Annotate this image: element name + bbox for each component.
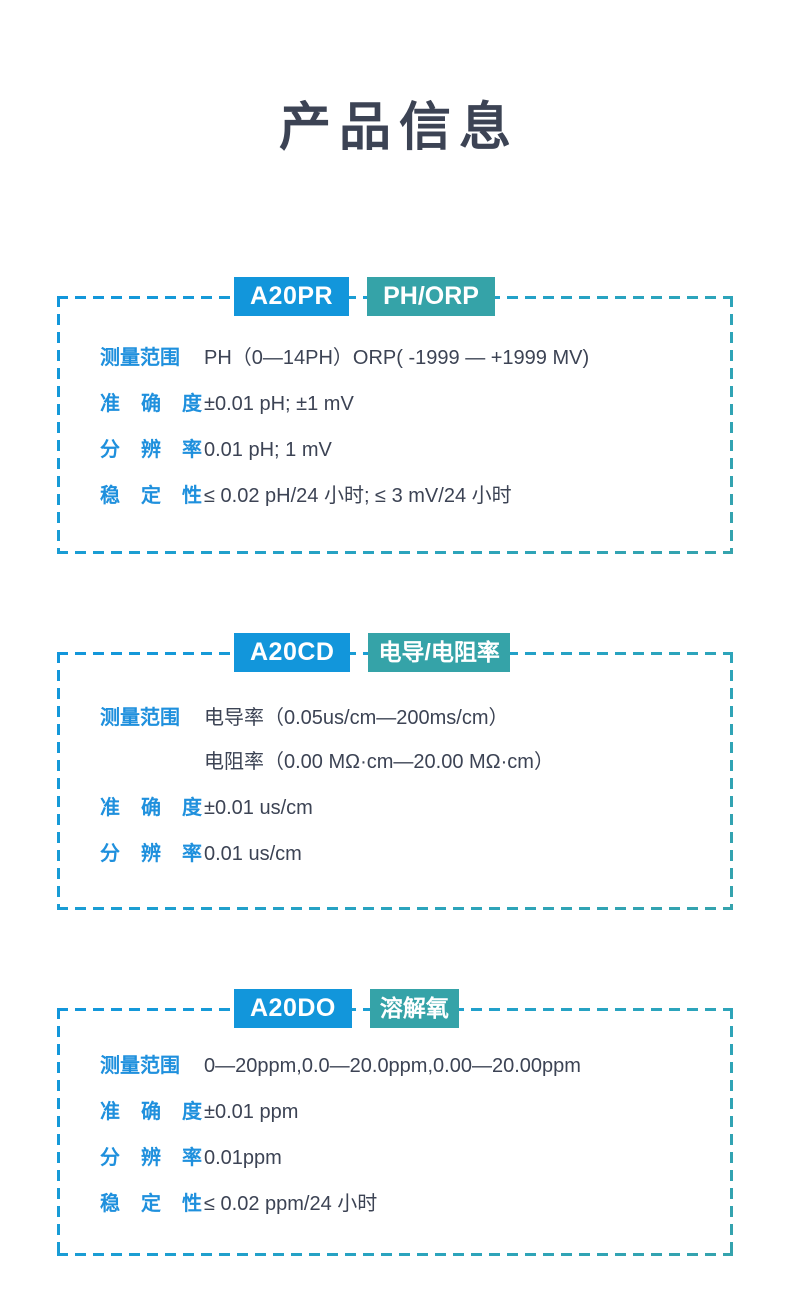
spec-value: 0.01 pH; 1 mV xyxy=(204,436,709,464)
spec-label: 准确度 xyxy=(100,797,202,819)
spec-row: 分辨率 0.01 pH; 1 mV xyxy=(100,436,709,464)
spec-value-line: ±0.01 us/cm xyxy=(204,797,313,819)
spec-value-line: ±0.01 pH; ±1 mV xyxy=(204,393,354,415)
spec-label: 稳定性 xyxy=(100,1193,202,1215)
spec-row: 测量范围 PH（0—14PH）ORP( -1999 — +1999 MV) xyxy=(100,344,709,372)
spec-label: 测量范围 xyxy=(100,1055,180,1077)
spec-value-line: ≤ 0.02 pH/24 小时; ≤ 3 mV/24 小时 xyxy=(204,485,512,507)
measurement-type-badge: PH/ORP xyxy=(367,277,495,316)
spec-value: 0—20ppm,0.0—20.0ppm,0.00—20.00ppm xyxy=(204,1052,709,1080)
card-badge-row: A20CD 电导/电阻率 xyxy=(234,633,510,672)
spec-value: 0.01 us/cm xyxy=(204,840,709,868)
model-badge: A20CD xyxy=(234,633,351,672)
spec-list: 测量范围 电导率（0.05us/cm—200ms/cm） 电阻率（0.00 MΩ… xyxy=(100,704,709,886)
spec-value-line: 0.01ppm xyxy=(204,1147,282,1169)
spec-row: 测量范围 0—20ppm,0.0—20.0ppm,0.00—20.00ppm xyxy=(100,1052,709,1080)
product-spec-card: A20PR PH/ORP 测量范围 PH（0—14PH）ORP( -1999 —… xyxy=(57,277,733,554)
spec-row: 分辨率 0.01ppm xyxy=(100,1144,709,1172)
spec-list: 测量范围 PH（0—14PH）ORP( -1999 — +1999 MV) 准确… xyxy=(100,344,709,528)
spec-value-line: 0.01 pH; 1 mV xyxy=(204,439,332,461)
spec-value: ±0.01 pH; ±1 mV xyxy=(204,390,709,418)
spec-value-line: ±0.01 ppm xyxy=(204,1101,299,1123)
spec-label: 测量范围 xyxy=(100,347,180,369)
spec-row: 分辨率 0.01 us/cm xyxy=(100,840,709,868)
spec-row: 准确度 ±0.01 pH; ±1 mV xyxy=(100,390,709,418)
page-title: 产品信息 xyxy=(278,99,519,157)
spec-value: ≤ 0.02 pH/24 小时; ≤ 3 mV/24 小时 xyxy=(204,482,709,510)
spec-value-line: PH（0—14PH）ORP( -1999 — +1999 MV) xyxy=(204,347,590,369)
spec-value: 电导率（0.05us/cm—200ms/cm） 电阻率（0.00 MΩ·cm—2… xyxy=(204,704,709,776)
spec-label: 稳定性 xyxy=(100,485,202,507)
spec-row: 准确度 ±0.01 us/cm xyxy=(100,794,709,822)
spec-value-line: 0—20ppm,0.0—20.0ppm,0.00—20.00ppm xyxy=(204,1055,581,1077)
card-badge-row: A20PR PH/ORP xyxy=(234,277,495,316)
spec-value-line: 0.01 us/cm xyxy=(204,843,302,865)
product-spec-card: A20CD 电导/电阻率 测量范围 电导率（0.05us/cm—200ms/cm… xyxy=(57,633,733,910)
spec-value-line: 电阻率（0.00 MΩ·cm—20.00 MΩ·cm） xyxy=(204,751,554,773)
model-badge: A20PR xyxy=(234,277,350,316)
spec-value: ±0.01 ppm xyxy=(204,1098,709,1126)
spec-value: PH（0—14PH）ORP( -1999 — +1999 MV) xyxy=(204,344,709,372)
spec-row: 稳定性 ≤ 0.02 ppm/24 小时 xyxy=(100,1190,709,1218)
measurement-type-badge: 电导/电阻率 xyxy=(368,633,510,672)
spec-row: 测量范围 电导率（0.05us/cm—200ms/cm） 电阻率（0.00 MΩ… xyxy=(100,704,709,776)
spec-row: 稳定性 ≤ 0.02 pH/24 小时; ≤ 3 mV/24 小时 xyxy=(100,482,709,510)
spec-value: ±0.01 us/cm xyxy=(204,794,709,822)
card-badge-row: A20DO 溶解氧 xyxy=(234,989,459,1028)
spec-label: 准确度 xyxy=(100,1101,202,1123)
spec-label: 测量范围 xyxy=(100,707,180,729)
spec-value: ≤ 0.02 ppm/24 小时 xyxy=(204,1190,709,1218)
spec-list: 测量范围 0—20ppm,0.0—20.0ppm,0.00—20.00ppm 准… xyxy=(100,1052,709,1236)
measurement-type-badge: 溶解氧 xyxy=(369,989,459,1028)
spec-value-line: ≤ 0.02 ppm/24 小时 xyxy=(204,1193,378,1215)
spec-row: 准确度 ±0.01 ppm xyxy=(100,1098,709,1126)
spec-value: 0.01ppm xyxy=(204,1144,709,1172)
product-spec-card: A20DO 溶解氧 测量范围 0—20ppm,0.0—20.0ppm,0.00—… xyxy=(57,989,733,1256)
spec-label: 准确度 xyxy=(100,393,202,415)
spec-label: 分辨率 xyxy=(100,843,202,865)
spec-value-line: 电导率（0.05us/cm—200ms/cm） xyxy=(204,707,509,729)
model-badge: A20DO xyxy=(234,989,352,1028)
spec-label: 分辨率 xyxy=(100,439,202,461)
spec-label: 分辨率 xyxy=(100,1147,202,1169)
